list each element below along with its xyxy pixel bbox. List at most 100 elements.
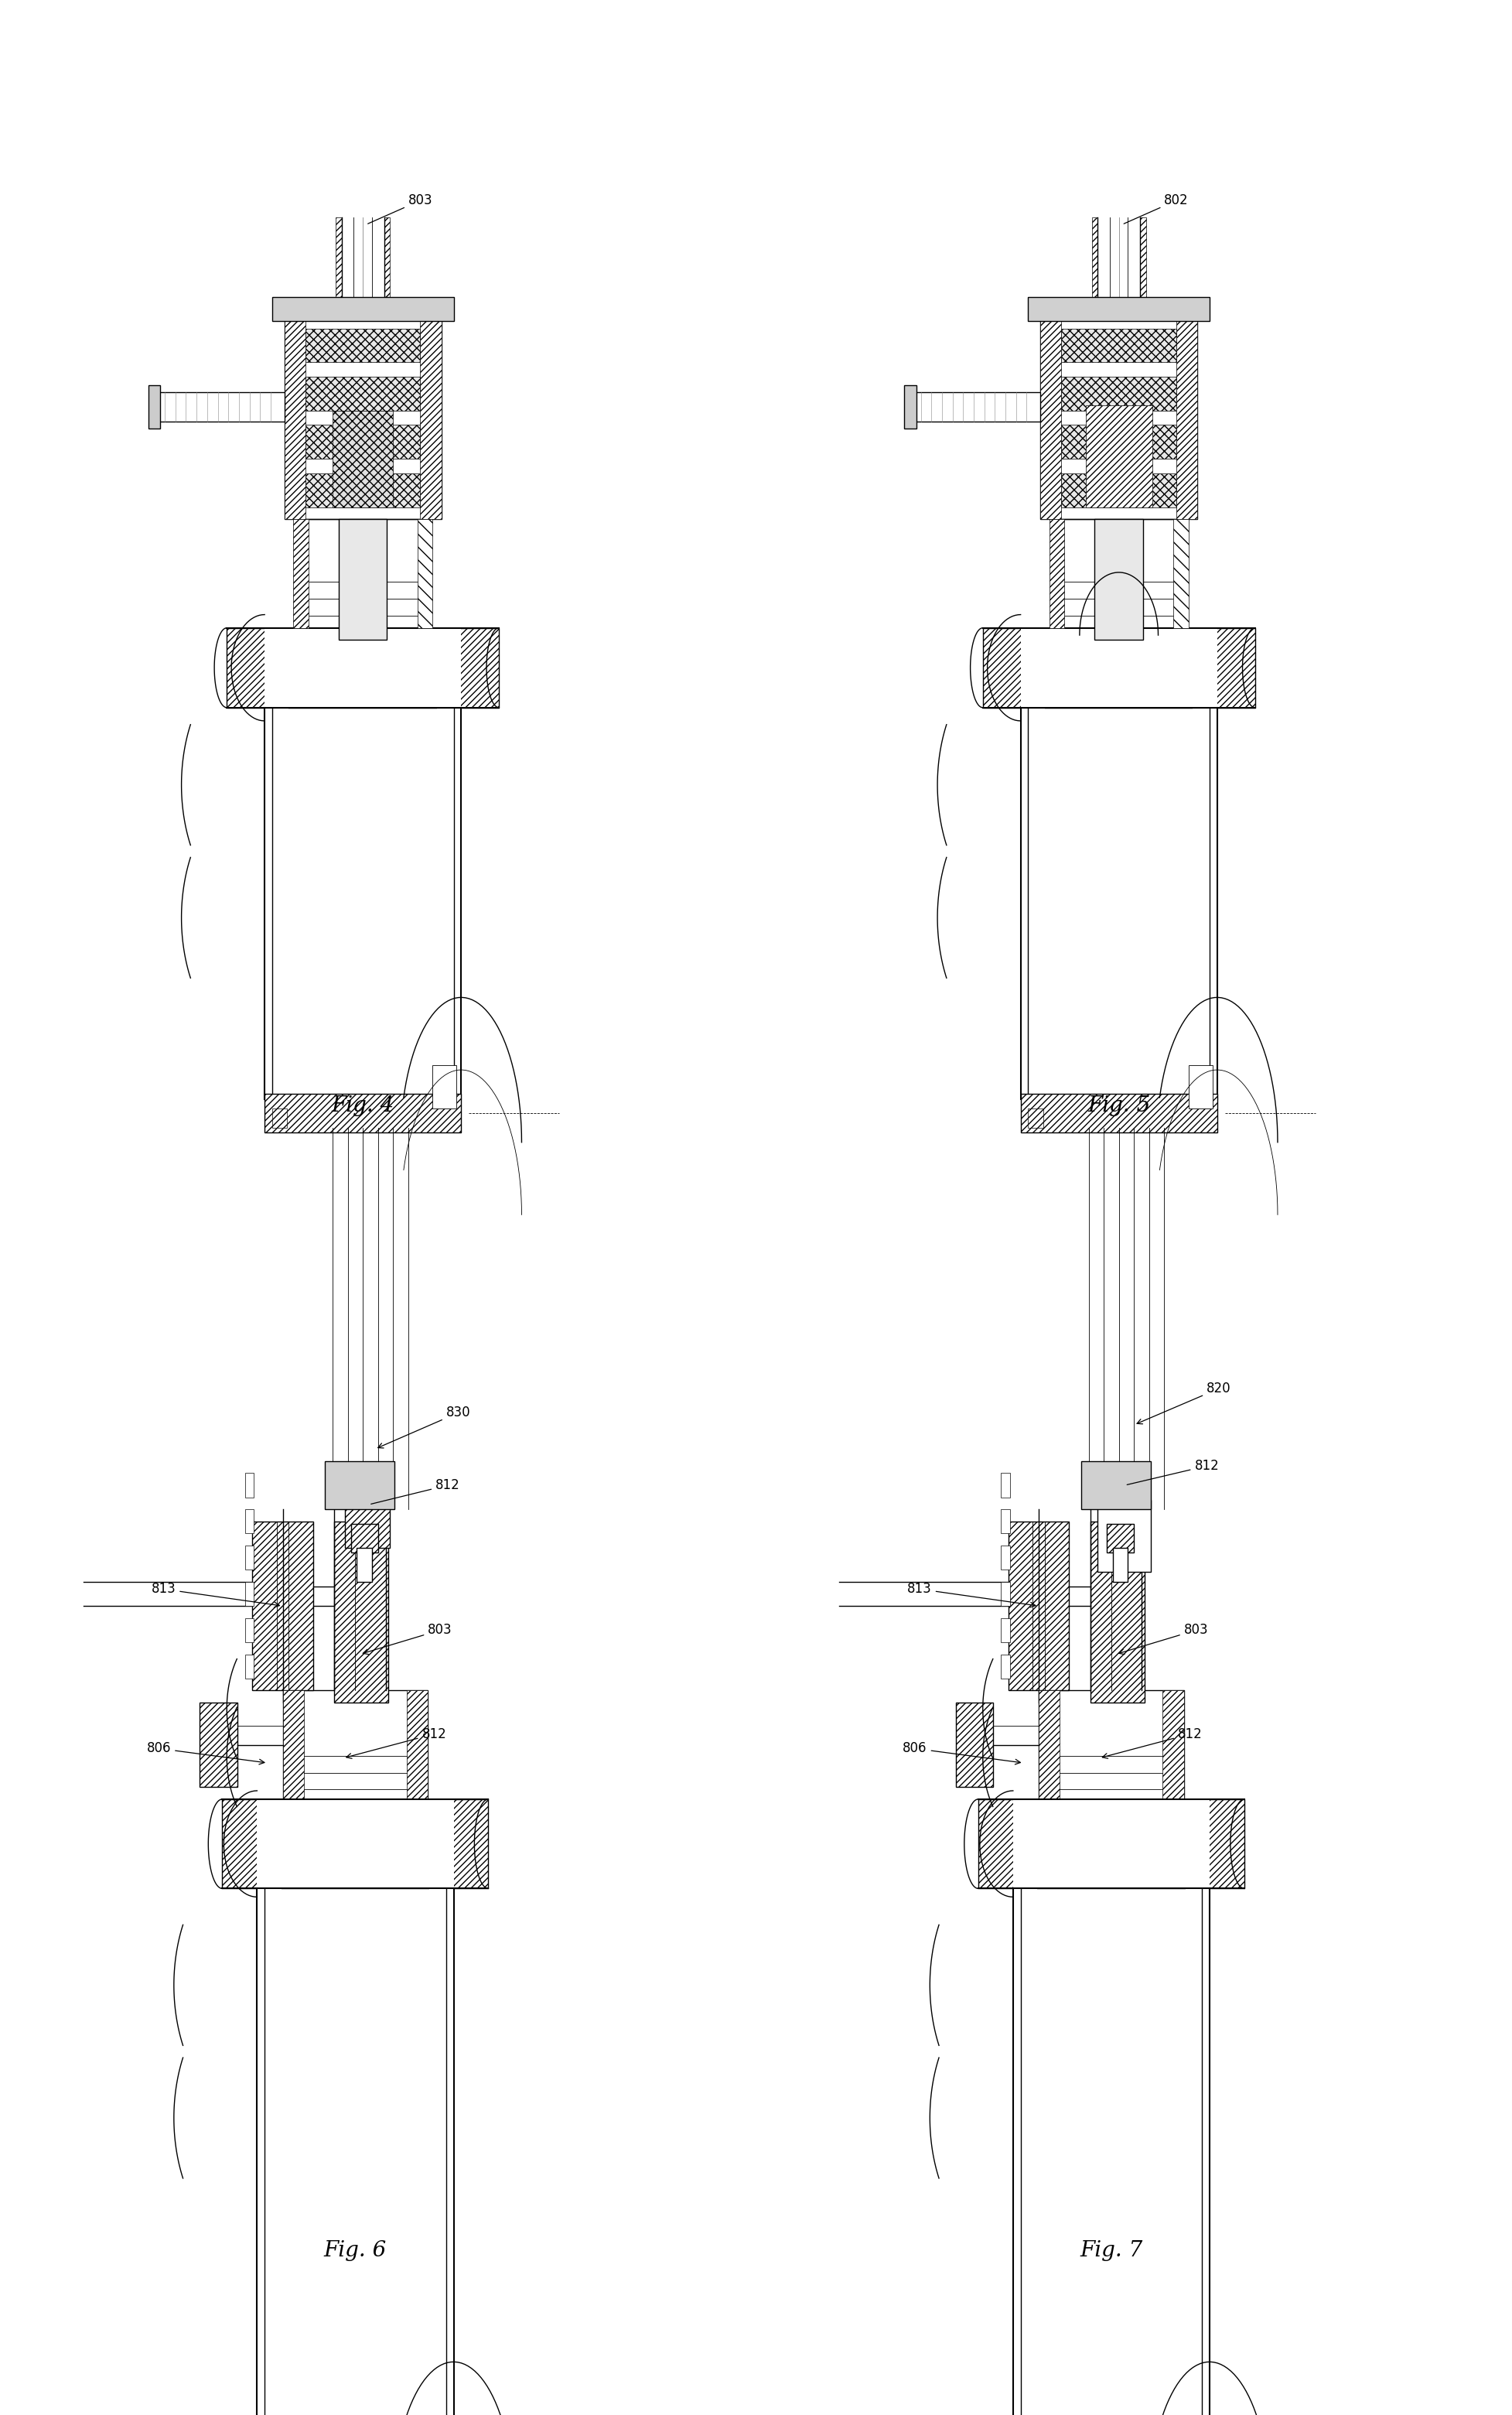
Bar: [325, 1461, 395, 1509]
Bar: [245, 1509, 254, 1534]
Bar: [222, 1799, 488, 1889]
Bar: [978, 1799, 1244, 1889]
Bar: [1185, 1889, 1210, 2415]
Bar: [1009, 1521, 1069, 1690]
Bar: [1092, 217, 1098, 302]
Bar: [1040, 302, 1061, 519]
Bar: [357, 1548, 372, 1582]
Bar: [1086, 406, 1152, 507]
Text: 806: 806: [147, 1741, 265, 1765]
Text: 803: 803: [367, 193, 432, 225]
Text: 812: 812: [1126, 1459, 1219, 1485]
Bar: [351, 1524, 378, 1553]
Bar: [245, 1546, 254, 1570]
Bar: [1081, 1461, 1151, 1509]
Bar: [1061, 328, 1176, 362]
Bar: [1001, 1546, 1010, 1570]
Text: 806: 806: [903, 1741, 1021, 1765]
Bar: [1028, 1108, 1043, 1128]
Text: 820: 820: [1137, 1381, 1231, 1425]
Bar: [983, 628, 1255, 708]
Bar: [1061, 425, 1176, 459]
Bar: [1098, 1500, 1151, 1572]
Bar: [1021, 1094, 1217, 1133]
Bar: [245, 1618, 254, 1642]
Bar: [305, 519, 420, 628]
Bar: [1021, 628, 1217, 708]
Bar: [1061, 473, 1176, 507]
Text: 803: 803: [363, 1623, 452, 1654]
Bar: [1095, 519, 1143, 640]
Bar: [1061, 519, 1176, 628]
Bar: [345, 1500, 390, 1548]
Bar: [265, 628, 461, 708]
Text: 830: 830: [378, 1406, 470, 1449]
Bar: [1173, 519, 1188, 628]
Bar: [245, 1582, 254, 1606]
Bar: [1021, 708, 1045, 1099]
Bar: [1013, 1799, 1210, 1889]
Bar: [293, 519, 308, 628]
Bar: [265, 1094, 461, 1133]
Text: 812: 812: [370, 1478, 460, 1505]
Bar: [245, 1654, 254, 1678]
Bar: [253, 1521, 313, 1690]
Text: Fig. 7: Fig. 7: [1080, 2241, 1143, 2260]
Bar: [245, 1473, 254, 1497]
Bar: [305, 377, 420, 411]
Bar: [156, 391, 284, 420]
Bar: [1163, 1690, 1184, 1799]
Bar: [1140, 217, 1146, 302]
Bar: [265, 708, 289, 1099]
Bar: [1049, 519, 1064, 628]
Bar: [336, 217, 342, 302]
Bar: [420, 302, 442, 519]
Bar: [384, 217, 390, 302]
Bar: [1039, 1690, 1184, 1799]
Bar: [429, 1889, 454, 2415]
Bar: [200, 1703, 237, 1787]
Bar: [305, 425, 420, 459]
Bar: [407, 1690, 428, 1799]
Bar: [227, 628, 499, 708]
Bar: [272, 1108, 287, 1128]
Bar: [333, 411, 393, 507]
Text: Fig. 5: Fig. 5: [1087, 1096, 1151, 1116]
Bar: [1013, 1889, 1037, 2415]
Bar: [1061, 377, 1176, 411]
Bar: [257, 1799, 454, 1889]
Text: 812: 812: [346, 1727, 446, 1758]
Bar: [1040, 302, 1198, 519]
Bar: [305, 473, 420, 507]
Bar: [1001, 1654, 1010, 1678]
Bar: [1176, 302, 1198, 519]
Bar: [283, 1690, 428, 1799]
Text: Fig. 4: Fig. 4: [331, 1096, 395, 1116]
Bar: [904, 384, 916, 430]
Text: 813: 813: [907, 1582, 1036, 1608]
Bar: [1001, 1582, 1010, 1606]
Bar: [284, 302, 305, 519]
Bar: [305, 328, 420, 362]
Bar: [1113, 1548, 1128, 1582]
Text: 812: 812: [1102, 1727, 1202, 1758]
Bar: [1028, 297, 1210, 321]
Bar: [1193, 708, 1217, 1099]
Bar: [339, 519, 387, 640]
Text: 813: 813: [151, 1582, 280, 1608]
Bar: [1090, 1521, 1145, 1703]
Bar: [1001, 1509, 1010, 1534]
Text: Fig. 6: Fig. 6: [324, 2241, 387, 2260]
Bar: [437, 708, 461, 1099]
Bar: [432, 1065, 457, 1108]
Bar: [284, 302, 442, 519]
Bar: [956, 1703, 993, 1787]
Bar: [912, 391, 1040, 420]
Bar: [1001, 1618, 1010, 1642]
Bar: [257, 1889, 281, 2415]
Bar: [148, 384, 160, 430]
Bar: [417, 519, 432, 628]
Bar: [1107, 1524, 1134, 1553]
Bar: [283, 1690, 304, 1799]
Bar: [1001, 1473, 1010, 1497]
